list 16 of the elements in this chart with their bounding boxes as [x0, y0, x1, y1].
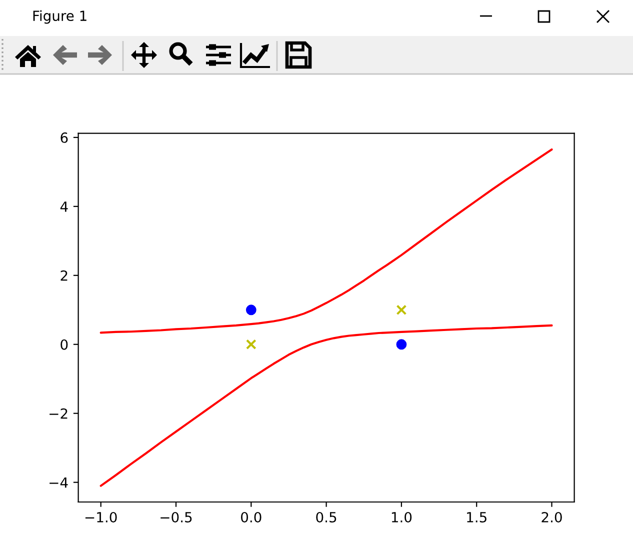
x-tick-label: 1.0 [392, 512, 412, 522]
line-series [100, 148, 553, 334]
y-tick-label: 0 [60, 339, 68, 350]
x-tick-label: 1.5 [467, 512, 486, 522]
x-tick-label: 0.5 [316, 512, 336, 522]
y-tick-label: 4 [60, 202, 68, 212]
y-tick-label: −2 [50, 408, 68, 419]
line-series [100, 324, 553, 487]
y-tick-label: 2 [60, 270, 68, 281]
x-tick-label: −1.0 [85, 512, 117, 522]
caption: Figure 1 [33, 10, 86, 24]
y-tick-label: 6 [60, 132, 68, 143]
x-tick-label: −0.5 [160, 512, 192, 522]
y-tick-label: −4 [50, 477, 68, 488]
x-tick-label: 2.0 [542, 512, 562, 522]
x-tick-label: 0.0 [241, 512, 262, 522]
